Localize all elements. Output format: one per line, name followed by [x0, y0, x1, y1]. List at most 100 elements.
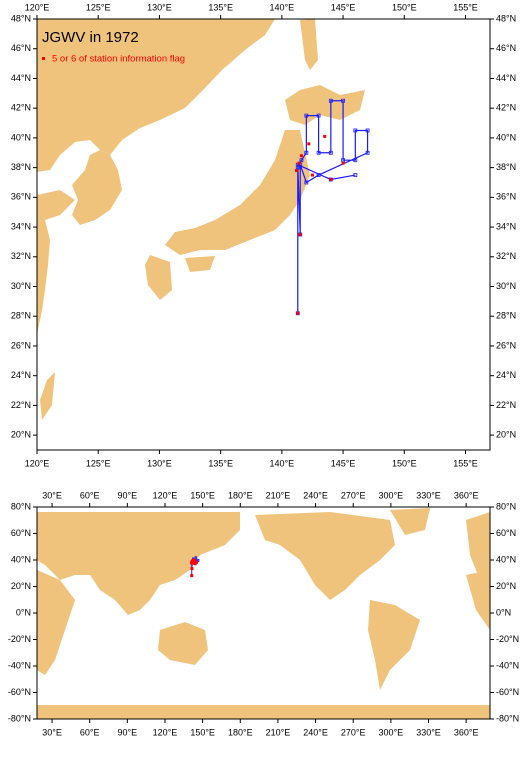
x-tick-label: 150°E — [392, 458, 417, 468]
africa — [37, 570, 75, 675]
top-map-land — [37, 19, 365, 420]
flag-station — [307, 142, 311, 146]
station — [353, 128, 358, 133]
legend-label: 5 or 6 of station information flag — [52, 54, 185, 65]
y-tick-label: 26°N — [11, 340, 31, 350]
mainland — [37, 19, 275, 172]
y-tick-label: 30°N — [11, 281, 31, 291]
flag-station — [297, 161, 301, 165]
flag-station — [190, 574, 194, 578]
korea — [72, 150, 122, 225]
station — [341, 98, 345, 103]
africa-wrap — [466, 570, 490, 630]
x-tick-label: 120°E — [153, 727, 178, 737]
y-tick-label: 34°N — [496, 221, 516, 231]
y-tick-label: -60°N — [8, 687, 31, 697]
hokkaido — [285, 85, 365, 125]
station — [365, 150, 370, 155]
x-tick-label: 125°E — [86, 458, 111, 468]
y-tick-label: 40°N — [11, 132, 31, 142]
flag-station — [310, 173, 314, 177]
y-tick-label: -40°N — [496, 660, 519, 670]
x-tick-label: 125°E — [86, 2, 111, 12]
x-tick-label: 330°E — [416, 727, 441, 737]
x-tick-label: 155°E — [453, 458, 478, 468]
flag-station — [193, 562, 197, 566]
y-tick-label: 40°N — [496, 554, 516, 564]
x-tick-label: 60°E — [80, 727, 100, 737]
y-tick-label: 60°N — [496, 528, 516, 538]
y-tick-label: 24°N — [11, 370, 31, 380]
x-tick-label: 120°E — [25, 458, 50, 468]
cruise-track — [297, 100, 369, 314]
y-tick-label: -20°N — [8, 634, 31, 644]
y-tick-label: 34°N — [11, 221, 31, 231]
station — [328, 150, 333, 155]
x-tick-label: 240°E — [303, 490, 328, 500]
flag-station — [191, 559, 195, 563]
y-tick-label: 46°N — [11, 43, 31, 53]
y-tick-label: 42°N — [11, 103, 31, 113]
y-tick-label: 26°N — [496, 340, 516, 350]
x-tick-label: 90°E — [118, 727, 138, 737]
flag-station — [190, 567, 194, 571]
y-tick-label: 40°N — [496, 132, 516, 142]
australia — [158, 622, 208, 665]
x-tick-label: 155°E — [453, 2, 478, 12]
station — [316, 150, 321, 155]
x-tick-label: 140°E — [270, 458, 295, 468]
x-tick-label: 240°E — [303, 727, 328, 737]
y-tick-label: 32°N — [496, 251, 516, 261]
y-tick-label: 48°N — [496, 13, 516, 23]
flag-station — [298, 233, 302, 236]
x-tick-label: 120°E — [25, 2, 50, 12]
y-tick-label: 38°N — [11, 162, 31, 172]
y-tick-label: 60°N — [11, 528, 31, 538]
flag-station — [299, 154, 303, 158]
y-tick-label: 20°N — [11, 430, 31, 440]
europe-wrap — [466, 512, 490, 575]
kyushu — [145, 255, 172, 300]
flag-station — [329, 178, 333, 182]
north-america — [255, 512, 395, 600]
y-tick-label: 0°N — [16, 607, 31, 617]
antarctica — [37, 705, 490, 719]
x-tick-label: 135°E — [208, 458, 233, 468]
y-tick-label: 46°N — [496, 43, 516, 53]
y-tick-label: 0°N — [496, 607, 511, 617]
station — [316, 173, 321, 177]
station — [304, 150, 309, 155]
map-title: JGWV in 1972 — [42, 29, 139, 46]
station — [365, 128, 370, 133]
shikoku — [185, 256, 215, 272]
x-tick-label: 130°E — [147, 2, 172, 12]
x-tick-label: 330°E — [416, 490, 441, 500]
y-tick-label: 42°N — [496, 103, 516, 113]
y-tick-label: -80°N — [8, 713, 31, 723]
station — [353, 158, 358, 163]
y-tick-label: -60°N — [496, 687, 519, 697]
y-tick-label: 22°N — [496, 400, 516, 410]
y-tick-label: 36°N — [11, 192, 31, 202]
x-tick-label: 90°E — [118, 490, 138, 500]
y-tick-label: 38°N — [496, 162, 516, 172]
station — [353, 173, 358, 177]
sakhalin — [300, 19, 318, 70]
legend-marker — [42, 57, 45, 60]
station — [316, 113, 321, 118]
y-tick-label: 30°N — [496, 281, 516, 291]
y-tick-label: 48°N — [11, 13, 31, 23]
x-tick-label: 120°E — [153, 490, 178, 500]
y-tick-label: 32°N — [11, 251, 31, 261]
top-map-frame — [36, 18, 491, 451]
station — [328, 98, 333, 103]
y-tick-label: 44°N — [11, 73, 31, 83]
y-tick-label: 28°N — [11, 311, 31, 321]
y-tick-label: -20°N — [496, 634, 519, 644]
y-tick-label: 24°N — [496, 370, 516, 380]
x-tick-label: 145°E — [331, 458, 356, 468]
flag-station — [341, 161, 345, 165]
x-tick-label: 150°E — [190, 490, 215, 500]
honshu — [165, 130, 310, 255]
y-tick-label: 20°N — [11, 581, 31, 591]
